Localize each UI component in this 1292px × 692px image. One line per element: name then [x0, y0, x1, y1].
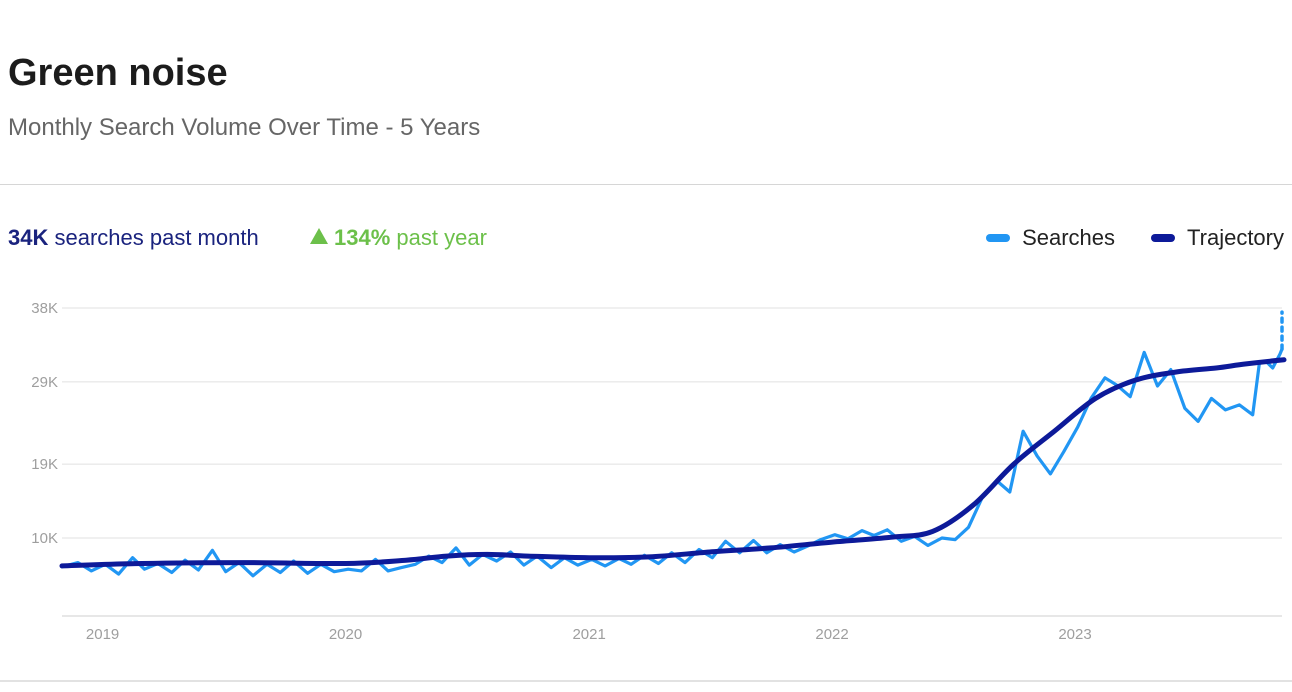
searches-series-line — [60, 347, 1284, 578]
x-tick-label: 2020 — [329, 626, 362, 643]
legend-swatch-searches — [986, 234, 1011, 242]
y-tick-label: 38K — [31, 300, 58, 317]
legend-swatch-trajectory — [1151, 234, 1176, 242]
search-volume-label: searches past month — [54, 225, 259, 250]
x-tick-label: 2022 — [815, 626, 848, 643]
y-tick-label: 29K — [31, 374, 58, 391]
header-divider — [0, 184, 1292, 185]
page-subtitle: Monthly Search Volume Over Time - 5 Year… — [8, 114, 481, 141]
x-tick-label: 2021 — [572, 626, 605, 643]
page-title: Green noise — [8, 52, 228, 94]
footer-divider — [0, 680, 1292, 682]
y-tick-label: 19K — [31, 456, 58, 473]
y-tick-label: 10K — [31, 530, 58, 547]
chart-legend: Searches Trajectory — [950, 225, 1284, 251]
growth-value: 134% — [334, 225, 391, 250]
x-tick-label: 2019 — [86, 626, 119, 643]
search-volume-value: 34K — [8, 225, 49, 250]
legend-label-trajectory: Trajectory — [1187, 225, 1284, 250]
search-volume-stat: 34K searches past month — [8, 225, 259, 251]
trajectory-series-line — [59, 357, 1287, 569]
x-tick-label: 2023 — [1058, 626, 1091, 643]
growth-stat: 134% past year — [310, 225, 487, 251]
up-triangle-icon — [310, 228, 328, 244]
legend-item-searches[interactable]: Searches — [986, 225, 1115, 251]
legend-item-trajectory[interactable]: Trajectory — [1151, 225, 1284, 251]
legend-label-searches: Searches — [1022, 225, 1116, 250]
growth-label: past year — [396, 225, 487, 250]
